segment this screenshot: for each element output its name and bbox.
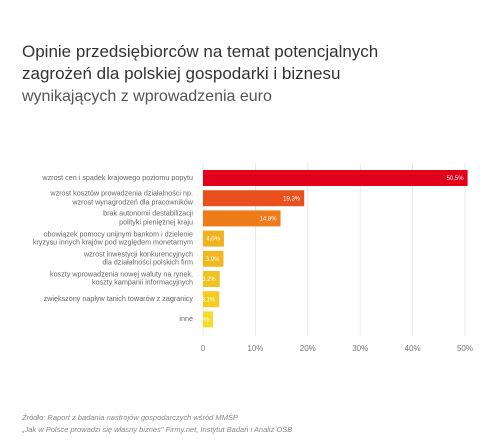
bar xyxy=(203,230,224,247)
bar xyxy=(203,271,220,287)
bar xyxy=(203,190,305,207)
category-label: inne xyxy=(179,314,193,324)
bar xyxy=(203,210,281,227)
value-label: 14,8% xyxy=(260,216,278,222)
value-label: 50,5% xyxy=(447,176,465,182)
category-label: wzrost kosztów prowadzenia działalności … xyxy=(50,188,193,207)
bar xyxy=(203,291,220,308)
category-label: obowiązek pomocy unijnym bankom i dziele… xyxy=(32,229,193,247)
category-label: zwiększony napływ tanich towarów z zagra… xyxy=(43,293,193,303)
chart-title: zagrożeń dla polskiej gospodarki i bizne… xyxy=(22,64,341,83)
category-label: koszty wprowadzenia nowej waluty na ryne… xyxy=(49,269,193,287)
category-label: wzrost cen i spadek krajowego poziomu po… xyxy=(42,172,193,182)
value-label: 4,0% xyxy=(206,237,220,243)
value-label: 19,3% xyxy=(283,196,301,202)
chart-title: Opinie przedsiębiorców na temat potencja… xyxy=(22,42,379,61)
value-label: 3,9% xyxy=(206,257,220,263)
source: Źródło: Raport z badania nastrojów gospo… xyxy=(22,413,238,422)
value-label: 3,2% xyxy=(202,277,216,283)
bar xyxy=(203,170,468,186)
bar xyxy=(203,311,213,328)
source: „Jak w Polsce prowadzi się własny biznes… xyxy=(22,425,293,434)
x-tick-label: 0 xyxy=(201,344,206,353)
chart-subtitle: wynikających z wprowadzenia euro xyxy=(22,88,272,105)
value-label: 3,1% xyxy=(202,297,216,303)
value-label: 1,9% xyxy=(195,317,209,323)
x-tick-label: 10% xyxy=(247,344,263,353)
category-label: brak autonomii destabilizacji polityki p… xyxy=(103,208,193,227)
category-label: wzrost inwestycji konkurencyjnych dla dz… xyxy=(83,249,193,267)
x-tick-label: 20% xyxy=(300,344,316,353)
x-tick-label: 30% xyxy=(352,344,368,353)
x-tick-label: 50% xyxy=(457,344,473,353)
bar xyxy=(203,250,224,267)
x-tick-label: 40% xyxy=(405,344,421,353)
